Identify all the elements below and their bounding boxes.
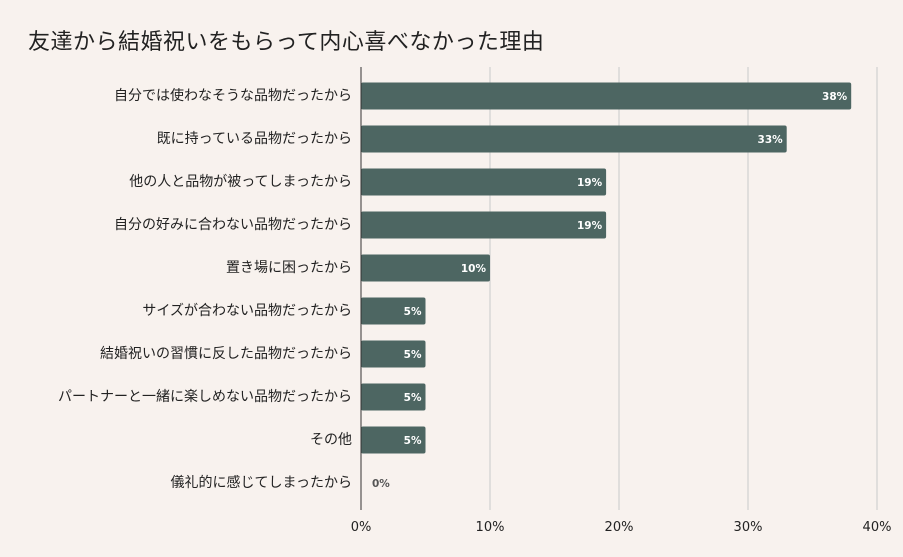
data-label: 5% — [404, 435, 422, 447]
bar — [361, 168, 607, 196]
category-label: サイズが合わない品物だったから — [142, 303, 352, 319]
bar — [361, 82, 852, 110]
category-label: 自分では使わなそうな品物だったから — [114, 88, 352, 104]
category-label: 他の人と品物が被ってしまったから — [129, 174, 352, 190]
data-label: 5% — [404, 306, 422, 318]
category-label: 置き場に困ったから — [226, 260, 352, 276]
bar — [361, 211, 607, 239]
x-tick-label: 0% — [351, 520, 372, 535]
bar — [361, 254, 490, 282]
bar — [361, 426, 426, 454]
category-label: その他 — [310, 432, 352, 448]
data-label: 33% — [758, 134, 784, 146]
data-label: 10% — [461, 263, 487, 275]
data-label: 5% — [404, 349, 422, 361]
bar — [361, 383, 426, 411]
category-label: 自分の好みに合わない品物だったから — [114, 217, 352, 233]
x-tick-label: 40% — [863, 520, 892, 535]
category-label: 儀礼的に感じてしまったから — [170, 475, 352, 491]
x-tick-label: 20% — [605, 520, 634, 535]
chart-title: 友達から結婚祝いをもらって内心喜べなかった理由 — [28, 30, 545, 55]
data-label: 19% — [577, 220, 603, 232]
category-label: 結婚祝いの習慣に反した品物だったから — [100, 346, 352, 362]
category-label: 既に持っている品物だったから — [156, 131, 352, 147]
data-label: 5% — [404, 392, 422, 404]
bar — [361, 125, 787, 153]
bar — [361, 340, 426, 368]
x-tick-label: 10% — [476, 520, 505, 535]
x-tick-label: 30% — [734, 520, 763, 535]
data-label: 38% — [822, 91, 848, 103]
data-label: 0% — [372, 478, 390, 490]
bar — [361, 297, 426, 325]
data-label: 19% — [577, 177, 603, 189]
category-label: パートナーと一緒に楽しめない品物だったから — [58, 389, 352, 405]
